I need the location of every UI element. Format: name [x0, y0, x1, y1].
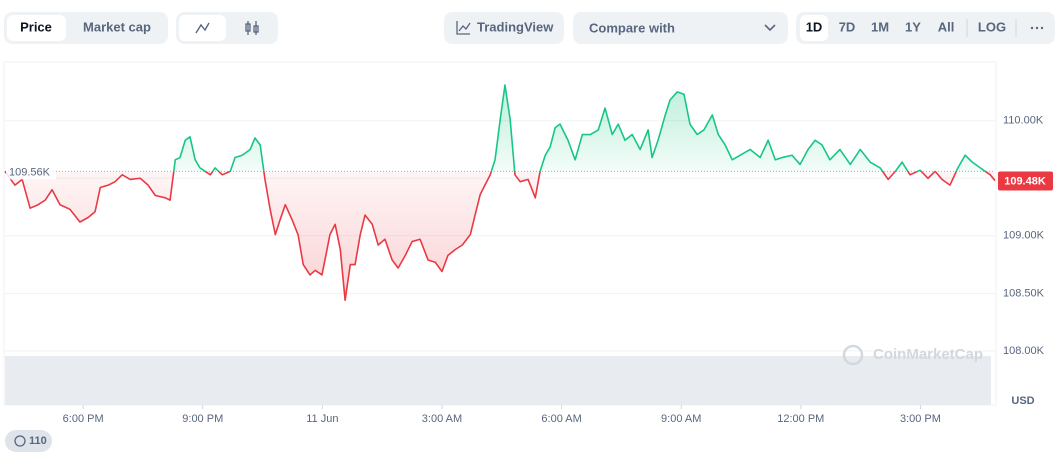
x-tick-label: 9:00 PM — [182, 413, 223, 425]
area — [5, 85, 995, 301]
range-button[interactable]: 1D — [806, 19, 823, 34]
line-type[interactable] — [179, 15, 226, 41]
y-tick-label: 110.00K — [1003, 115, 1044, 127]
compare-label[interactable]: Compare with — [589, 20, 675, 35]
x-tick-label: 9:00 AM — [661, 413, 701, 425]
y-axis-unit: USD — [1011, 395, 1034, 407]
current-price-bg — [998, 171, 1053, 191]
tab-active[interactable] — [7, 15, 66, 41]
price-line — [4, 84, 996, 302]
range-group — [796, 12, 1055, 44]
range-button[interactable]: 1Y — [905, 19, 921, 34]
plot-frame — [3, 61, 997, 406]
baseline-label: 109.56K — [9, 166, 51, 178]
tab-price[interactable]: Price — [20, 19, 52, 34]
x-tick-label: 6:00 AM — [541, 413, 581, 425]
x-tick-label: 3:00 AM — [422, 413, 462, 425]
y-tick-label: 109.00K — [1003, 230, 1045, 242]
badge-count[interactable]: 110 — [29, 435, 47, 447]
x-tick-label: 11 Jun — [306, 413, 338, 425]
tab-market-cap[interactable]: Market cap — [83, 19, 151, 34]
y-tick-label: 108.50K — [1003, 287, 1045, 299]
watermark-logo — [842, 344, 864, 366]
tradingview-label[interactable]: TradingView — [477, 19, 554, 34]
range-button[interactable]: 7D — [839, 19, 856, 34]
watermark: CoinMarketCap — [873, 346, 983, 363]
tradingview-button[interactable] — [444, 12, 564, 44]
x-tick-label: 12:00 PM — [777, 413, 824, 425]
log-button[interactable]: LOG — [978, 19, 1006, 34]
chevron — [764, 24, 776, 32]
badge-icon — [14, 435, 26, 447]
line-icon — [195, 22, 210, 34]
toolbar: Price Market cap TradingView Compare wit… — [4, 12, 1055, 44]
badge[interactable] — [5, 430, 52, 452]
x-tick-label: 3:00 PM — [900, 413, 941, 425]
compare-dropdown[interactable] — [573, 12, 788, 44]
x-tick-label: 6:00 PM — [63, 413, 104, 425]
range-button[interactable]: 1M — [871, 19, 889, 34]
more-button[interactable] — [1030, 26, 1044, 30]
range-active[interactable] — [800, 15, 828, 41]
current-price-label: 109.48K — [1004, 175, 1046, 187]
candle-icon[interactable] — [245, 21, 259, 35]
tv-icon — [456, 21, 471, 35]
baseline-label-bg — [6, 163, 56, 180]
y-tick-label: 108.00K — [1003, 345, 1045, 357]
range-button[interactable]: All — [938, 19, 955, 34]
volume-strip — [5, 356, 991, 405]
